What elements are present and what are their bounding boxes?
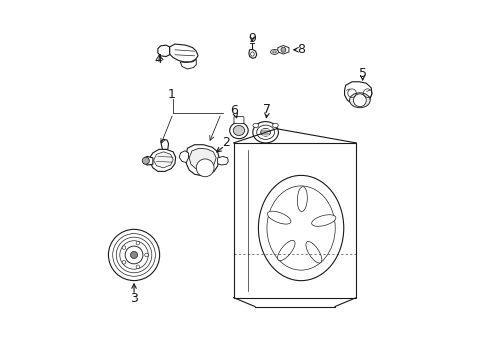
Ellipse shape [252, 122, 278, 143]
Ellipse shape [305, 242, 321, 263]
Text: 5: 5 [358, 67, 366, 80]
Text: 9: 9 [248, 31, 256, 45]
Circle shape [353, 94, 365, 107]
Polygon shape [217, 156, 228, 165]
Polygon shape [248, 49, 256, 58]
Circle shape [130, 251, 137, 258]
Polygon shape [180, 59, 196, 69]
Polygon shape [143, 156, 152, 165]
Circle shape [108, 229, 159, 281]
Circle shape [142, 157, 149, 164]
Ellipse shape [270, 49, 278, 54]
Text: 6: 6 [229, 105, 237, 117]
Ellipse shape [258, 175, 343, 281]
Ellipse shape [260, 129, 270, 136]
Ellipse shape [229, 122, 248, 139]
Circle shape [122, 246, 125, 250]
Text: 1: 1 [167, 89, 175, 101]
Polygon shape [189, 148, 216, 170]
Polygon shape [169, 44, 197, 62]
Ellipse shape [311, 215, 335, 226]
Text: 7: 7 [263, 104, 271, 116]
Polygon shape [157, 45, 169, 56]
Polygon shape [160, 139, 168, 149]
Bar [233, 143, 356, 298]
Polygon shape [150, 149, 175, 171]
Circle shape [136, 265, 139, 268]
Ellipse shape [297, 187, 307, 212]
Circle shape [196, 159, 213, 177]
Ellipse shape [267, 211, 290, 224]
Text: 4: 4 [154, 53, 162, 66]
Polygon shape [153, 152, 173, 168]
Text: 8: 8 [297, 43, 304, 56]
Ellipse shape [233, 126, 244, 135]
FancyBboxPatch shape [233, 117, 243, 124]
Polygon shape [277, 45, 288, 54]
Circle shape [136, 241, 139, 245]
Circle shape [280, 47, 285, 52]
Polygon shape [344, 82, 371, 105]
Ellipse shape [253, 123, 258, 127]
Ellipse shape [277, 240, 294, 261]
Circle shape [144, 253, 148, 257]
Polygon shape [186, 145, 219, 176]
Ellipse shape [349, 93, 369, 108]
Ellipse shape [272, 123, 278, 127]
Text: 2: 2 [222, 136, 230, 150]
Text: 3: 3 [130, 292, 137, 305]
Polygon shape [179, 151, 188, 162]
Circle shape [122, 261, 125, 264]
